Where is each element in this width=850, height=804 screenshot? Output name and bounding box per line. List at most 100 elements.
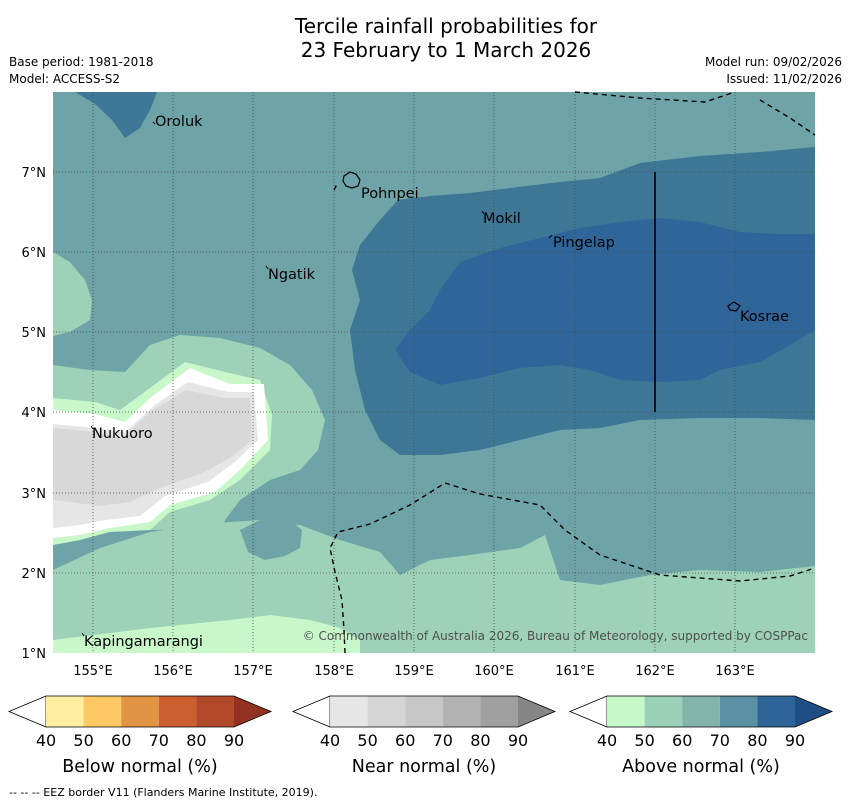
colorbar-near: 40 50 60 70 80 90 Near normal (%)	[291, 695, 557, 777]
colorbar-near-title: Near normal (%)	[352, 757, 497, 777]
eez-border	[329, 91, 816, 654]
lon-tick: 159°E	[394, 664, 434, 679]
colorbar-above-over	[795, 696, 832, 727]
colorbar-above-segment	[682, 696, 720, 727]
graticule	[53, 92, 815, 653]
mokil-marker	[481, 210, 485, 215]
field-near-50	[53, 390, 252, 506]
lon-tick: 156°E	[153, 664, 193, 679]
colorbar-near-segment	[480, 696, 518, 727]
colorbar-below-label: 60	[111, 731, 131, 750]
place-ngatik: Ngatik	[268, 267, 316, 283]
title-line-1: Tercile rainfall probabilities for	[294, 14, 598, 38]
lat-tick: 3°N	[22, 487, 47, 502]
colorbar-above-segment	[644, 696, 683, 727]
colorbar-above-segment	[719, 696, 758, 727]
colorbar-below-label: 40	[36, 731, 56, 750]
place-pingelap: Pingelap	[553, 235, 615, 251]
place-mokil: Mokil	[483, 211, 521, 227]
lon-tick: 155°E	[73, 664, 113, 679]
field-above-50-west	[53, 252, 92, 336]
colorbar-near-over	[518, 696, 555, 727]
colorbar-above-label: 70	[710, 731, 730, 750]
lat-tick: 1°N	[22, 647, 47, 662]
place-kosrae: Kosrae	[740, 309, 789, 325]
colorbar-near-label: 90	[508, 731, 528, 750]
colorbar-near-under	[291, 695, 331, 728]
colorbar-near-segment	[442, 696, 481, 727]
model-name: Model: ACCESS-S2	[9, 72, 121, 86]
colorbars: 40 50 60 70 80 90 Below normal (%) 40 50 60 70 80 90…	[7, 695, 834, 777]
pingelap-marker	[548, 234, 553, 239]
lon-tick: 160°E	[474, 664, 514, 679]
lon-tick: 157°E	[233, 664, 273, 679]
colorbar-above-label: 90	[785, 731, 805, 750]
colorbar-below-outline	[46, 695, 273, 728]
colorbar-above-segment	[607, 696, 645, 727]
lat-tick: 5°N	[22, 326, 47, 341]
lon-axis: 155°E 156°E 157°E 158°E 159°E 160°E 161°…	[73, 664, 755, 679]
oroluk-marker	[152, 121, 156, 125]
lat-axis: 7°N 6°N 5°N 4°N 3°N 2°N 1°N	[22, 166, 47, 662]
eez-border-northeast	[759, 99, 816, 136]
colorbar-above-label: 50	[634, 731, 654, 750]
colorbar-above-outline	[607, 695, 834, 728]
colorbar-below-over	[234, 696, 271, 727]
colorbar-below-segment	[46, 696, 84, 727]
model-run: Model run: 09/02/2026	[704, 55, 842, 69]
lon-tick: 163°E	[715, 664, 755, 679]
field-above-70-north	[75, 92, 157, 138]
colorbar-near-label: 50	[357, 731, 377, 750]
eez-border-pohnpei	[333, 183, 338, 191]
colorbar-below-title: Below normal (%)	[62, 757, 217, 777]
colorbar-near-segment	[405, 696, 443, 727]
eez-border-south	[329, 482, 816, 654]
lon-tick: 162°E	[635, 664, 675, 679]
map-title: Tercile rainfall probabilities for 23 Fe…	[0, 14, 850, 62]
colorbar-below-label: 70	[149, 731, 169, 750]
ngatik-marker	[265, 265, 269, 270]
colorbar-below-label: 90	[224, 731, 244, 750]
kapingamarangi-marker	[81, 632, 85, 637]
colorbar-near-segment	[330, 696, 368, 727]
colorbar-above-label: 40	[597, 731, 617, 750]
eez-border-north	[574, 91, 736, 103]
place-nukuoro: Nukuoro	[92, 426, 153, 442]
colorbar-near-label: 80	[470, 731, 490, 750]
colorbar-below-segment	[83, 696, 122, 727]
colorbar-above-segment	[757, 696, 795, 727]
colorbar-near-label: 70	[433, 731, 453, 750]
eez-footnote: -- -- -- EEZ border V11 (Flanders Marine…	[9, 786, 318, 799]
lon-tick: 161°E	[555, 664, 595, 679]
field-above-40-south	[53, 615, 360, 653]
lat-tick: 2°N	[22, 567, 47, 582]
colorbar-near-label: 40	[320, 731, 340, 750]
colorbar-above-label: 80	[747, 731, 767, 750]
lat-tick: 4°N	[22, 406, 47, 421]
lat-tick: 6°N	[22, 246, 47, 261]
colorbar-near-label: 60	[395, 731, 415, 750]
colorbar-above-under	[568, 695, 608, 728]
kosrae-outline	[727, 301, 741, 312]
meta-right: Model run: 09/02/2026 Issued: 11/02/2026	[705, 54, 842, 88]
nukuoro-marker	[90, 425, 94, 430]
colorbar-below-label: 50	[73, 731, 93, 750]
place-oroluk: Oroluk	[155, 114, 203, 130]
colorbar-below-label: 80	[186, 731, 206, 750]
colorbar-above-title: Above normal (%)	[622, 757, 780, 777]
colorbar-above: 40 50 60 70 80 90 Above normal (%)	[568, 695, 834, 777]
colorbar-below-segment	[158, 696, 197, 727]
meta-left: Base period: 1981-2018 Model: ACCESS-S2	[9, 54, 154, 88]
colorbar-near-outline	[330, 695, 557, 728]
colorbar-above-label: 60	[672, 731, 692, 750]
place-kapingamarangi: Kapingamarangi	[84, 634, 203, 650]
pohnpei-outline	[342, 171, 361, 189]
colorbar-below-segment	[121, 696, 159, 727]
field-above-60-patch	[240, 520, 302, 560]
issued-date: Issued: 11/02/2026	[726, 72, 842, 86]
copyright-notice: © Commonwealth of Australia 2026, Bureau…	[303, 629, 808, 643]
probability-field	[53, 92, 815, 653]
colorbar-below: 40 50 60 70 80 90 Below normal (%)	[7, 695, 273, 777]
base-period: Base period: 1981-2018	[9, 55, 154, 69]
